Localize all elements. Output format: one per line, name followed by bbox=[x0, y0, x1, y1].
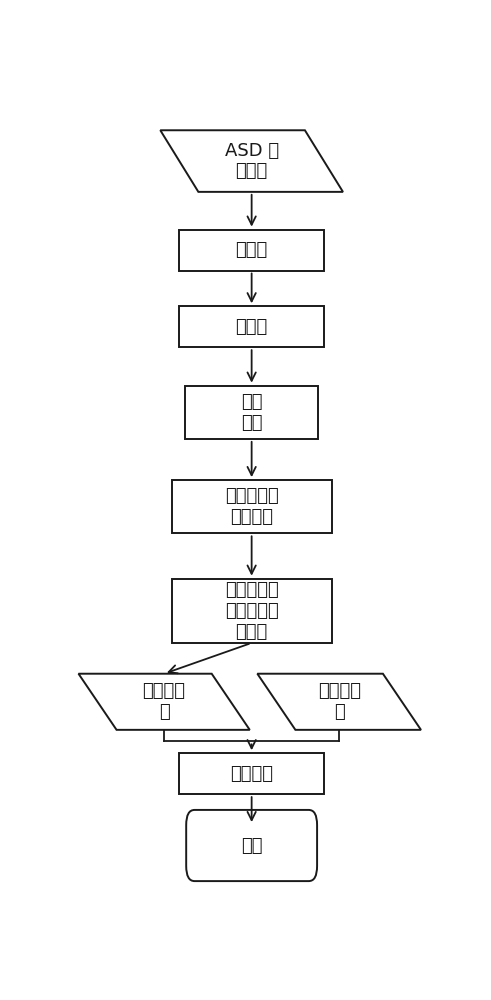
Text: 均一化: 均一化 bbox=[236, 318, 268, 336]
Text: ASD 实
测光谱: ASD 实 测光谱 bbox=[224, 142, 279, 180]
Text: 估测铅含
量: 估测铅含 量 bbox=[142, 682, 186, 721]
Polygon shape bbox=[257, 674, 421, 730]
Polygon shape bbox=[79, 674, 250, 730]
FancyBboxPatch shape bbox=[185, 386, 318, 439]
FancyBboxPatch shape bbox=[172, 579, 331, 643]
FancyBboxPatch shape bbox=[179, 230, 324, 271]
Text: 建立支持向
量机模型: 建立支持向 量机模型 bbox=[225, 487, 278, 526]
Text: 预处理: 预处理 bbox=[236, 241, 268, 259]
Text: 精度检验: 精度检验 bbox=[230, 765, 273, 783]
Text: 结束: 结束 bbox=[241, 837, 262, 855]
Text: 实测铅含
量: 实测铅含 量 bbox=[318, 682, 361, 721]
Polygon shape bbox=[160, 130, 343, 192]
Text: 小波
降噪: 小波 降噪 bbox=[241, 393, 262, 432]
Text: 遗传算法选
择支持向量
机参数: 遗传算法选 择支持向量 机参数 bbox=[225, 581, 278, 641]
FancyBboxPatch shape bbox=[179, 753, 324, 794]
FancyBboxPatch shape bbox=[172, 480, 331, 533]
FancyBboxPatch shape bbox=[186, 810, 317, 881]
FancyBboxPatch shape bbox=[179, 306, 324, 347]
